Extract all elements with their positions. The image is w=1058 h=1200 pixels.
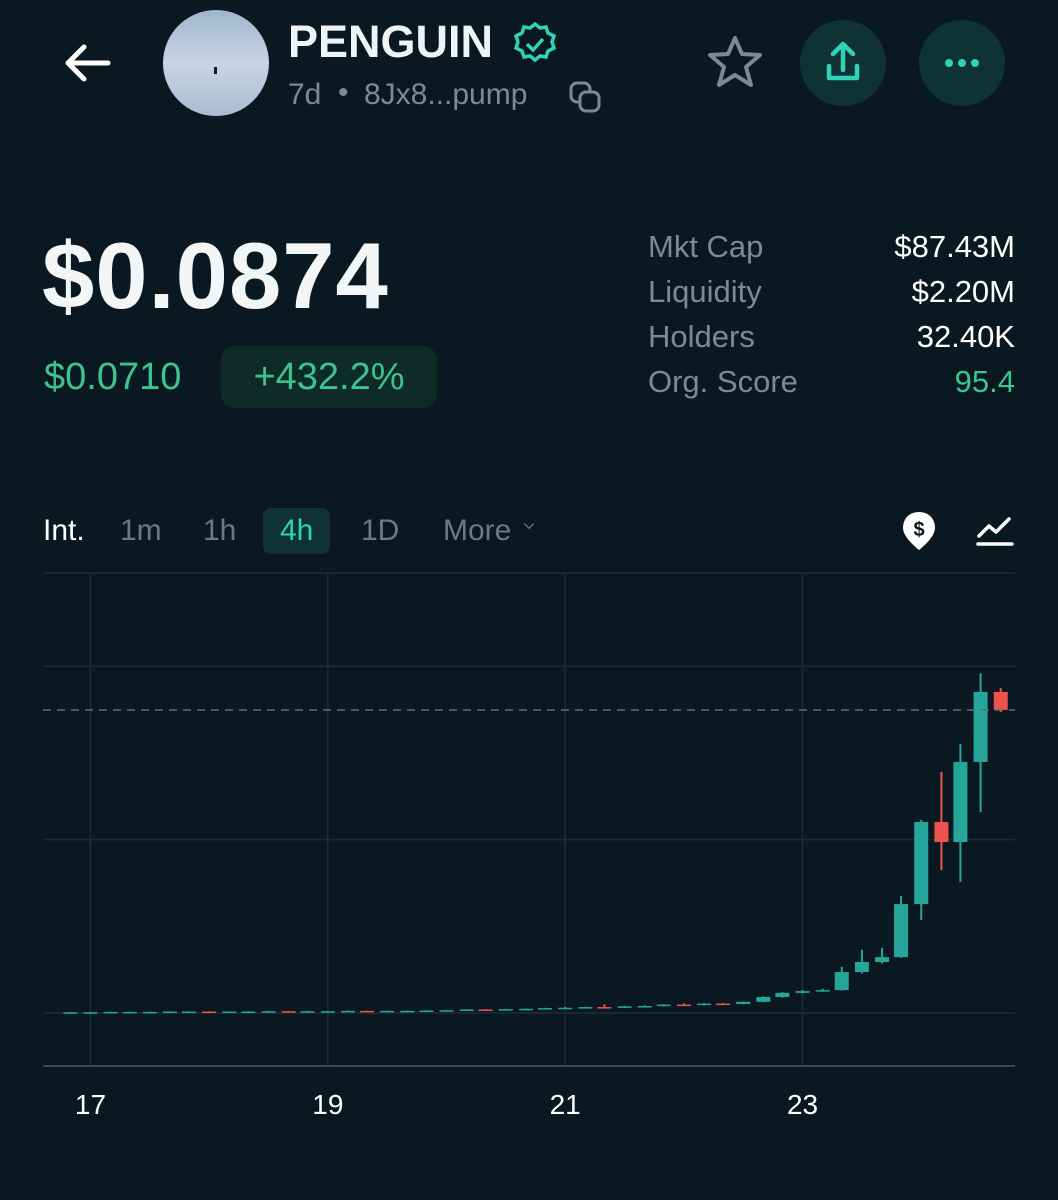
candle-body	[854, 961, 869, 973]
price-marker-button[interactable]: $	[900, 510, 938, 552]
stat-value: 32.40K	[916, 319, 1015, 354]
candle-body	[261, 1011, 276, 1013]
back-button[interactable]	[60, 40, 112, 86]
candle-body	[459, 1009, 474, 1011]
candle-body	[775, 992, 790, 998]
candle-body	[736, 1001, 751, 1004]
stat-value: $87.43M	[894, 229, 1015, 264]
candle-body	[716, 1003, 731, 1006]
candle-body	[341, 1010, 356, 1013]
candle-body	[756, 997, 771, 1002]
interval-tab[interactable]: 1h	[203, 514, 237, 547]
favorite-button[interactable]	[705, 33, 765, 93]
candle-body	[222, 1011, 237, 1014]
candle-body	[380, 1010, 395, 1013]
x-tick-label: 17	[75, 1089, 106, 1120]
candle-body	[597, 1007, 612, 1009]
candle-body	[538, 1008, 553, 1010]
candle-body	[656, 1004, 671, 1007]
candle-body	[478, 1009, 493, 1011]
token-address: 8Jx8...pump	[364, 78, 528, 111]
x-tick-label: 19	[312, 1089, 343, 1120]
candle-body	[914, 821, 929, 905]
candle-body	[419, 1010, 434, 1013]
more-button[interactable]	[919, 20, 1005, 106]
candle-body	[993, 691, 1008, 710]
candle-body	[697, 1003, 712, 1006]
candle-body	[202, 1011, 217, 1014]
candle-body	[83, 1012, 98, 1014]
token-age: 7d	[288, 78, 322, 111]
candle-body	[875, 957, 890, 962]
current-price: $0.0874	[42, 223, 389, 328]
interval-tab[interactable]: More	[443, 514, 512, 547]
stat-label: Org. Score	[648, 364, 798, 399]
candle-body	[162, 1011, 177, 1014]
candle-body	[894, 904, 909, 958]
candle-body	[795, 991, 810, 993]
candle-body	[973, 691, 988, 762]
candle-body	[498, 1009, 513, 1011]
price-change: $0.0710	[44, 356, 182, 398]
interval-tab[interactable]: 4h	[263, 508, 331, 554]
stat-value: $2.20M	[911, 274, 1015, 309]
percent-change: +432.2%	[221, 346, 437, 408]
candle-body	[300, 1011, 315, 1013]
candle-body	[439, 1010, 454, 1012]
separator: •	[338, 76, 349, 109]
candle-body	[281, 1011, 296, 1013]
svg-text:$: $	[913, 519, 924, 541]
token-name: PENGUIN	[288, 16, 494, 67]
candle-body	[578, 1007, 593, 1009]
candle-body	[142, 1011, 157, 1014]
candle-body	[834, 972, 849, 991]
chart-style-button[interactable]	[976, 514, 1014, 548]
candle-body	[360, 1010, 374, 1013]
candle-body	[953, 761, 968, 843]
candle-body	[103, 1011, 118, 1014]
candle-body	[122, 1011, 137, 1014]
interval-label: Int.	[43, 514, 85, 547]
verified-badge	[513, 22, 557, 63]
candle-body	[63, 1012, 78, 1014]
x-tick-label: 23	[787, 1089, 818, 1120]
interval-tab[interactable]: 1m	[120, 514, 162, 547]
candle-body	[934, 821, 949, 843]
candle-body	[400, 1010, 415, 1013]
stat-value: 95.4	[954, 364, 1015, 399]
candle-body	[558, 1007, 573, 1010]
candle-body	[676, 1004, 691, 1007]
interval-tab[interactable]: 1D	[361, 514, 400, 547]
candle-body	[320, 1011, 335, 1013]
candle-body	[637, 1006, 652, 1008]
stat-label: Holders	[648, 319, 755, 354]
token-avatar	[163, 10, 269, 116]
stat-label: Mkt Cap	[648, 229, 764, 264]
candle-body	[519, 1008, 534, 1011]
candle-body	[815, 990, 830, 992]
candle-body	[181, 1011, 196, 1014]
candle-body	[241, 1011, 256, 1014]
candle-body	[617, 1006, 632, 1008]
share-button[interactable]	[800, 20, 886, 106]
stat-label: Liquidity	[648, 274, 762, 309]
copy-button[interactable]	[568, 80, 602, 114]
x-tick-label: 21	[550, 1089, 581, 1120]
